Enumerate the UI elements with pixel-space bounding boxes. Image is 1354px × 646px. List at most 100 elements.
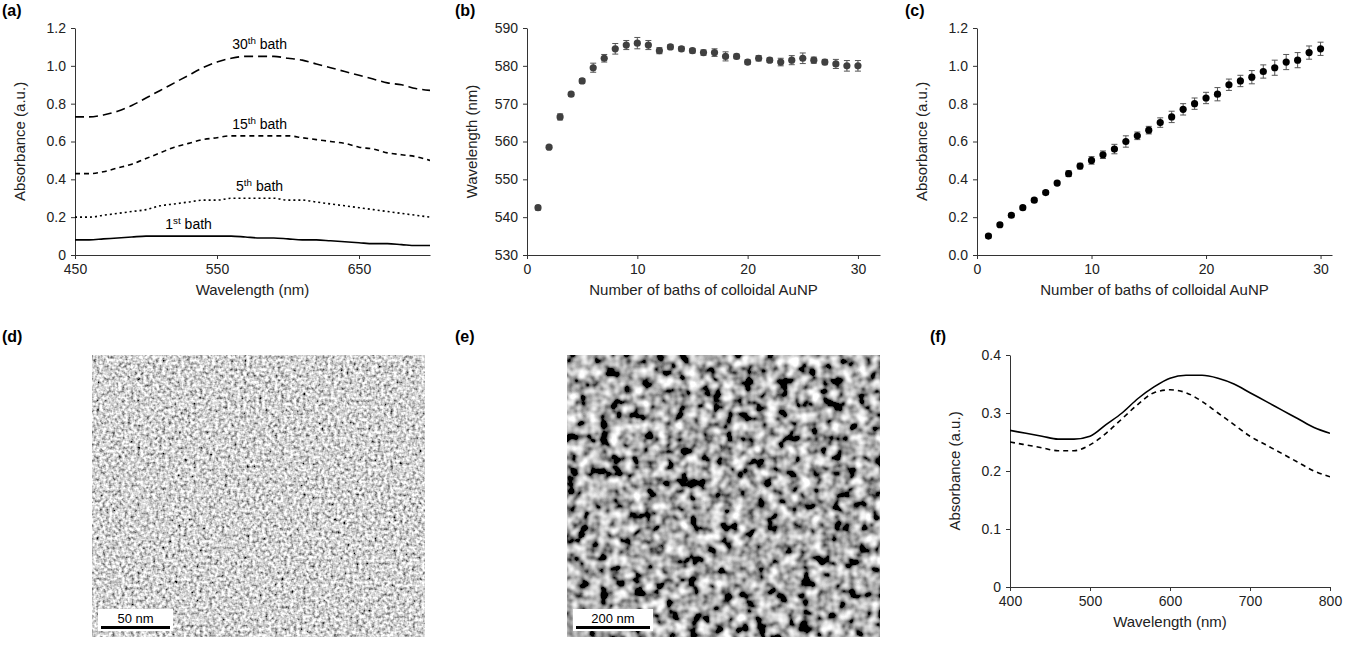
- point: [777, 58, 784, 65]
- scale-bar-label: 200 nm: [591, 611, 634, 626]
- tick: 0: [974, 255, 982, 277]
- error-cap: [723, 60, 729, 61]
- tick-label: 500: [1079, 593, 1103, 609]
- tick-mark: [523, 217, 527, 218]
- tick-label: 400: [999, 593, 1023, 609]
- point: [744, 58, 751, 65]
- error-cap: [634, 48, 640, 49]
- tick-label: 0.3: [982, 405, 1002, 421]
- error-bar: [789, 56, 795, 65]
- error-bar: [1192, 98, 1198, 109]
- error-cap: [1272, 75, 1278, 76]
- tick: 560: [495, 133, 527, 149]
- line: [1010, 375, 1330, 439]
- tick-label: 450: [64, 261, 88, 277]
- error-bar: [778, 58, 784, 66]
- tick: 30: [851, 255, 867, 277]
- tick: 650: [348, 255, 372, 277]
- tick-label: 0.8: [47, 96, 67, 112]
- point: [700, 49, 707, 56]
- error-bar: [833, 59, 839, 68]
- error-bar: [634, 37, 640, 48]
- error-bar: [656, 48, 662, 54]
- tick-mark: [71, 179, 75, 180]
- error-cap: [1111, 153, 1117, 154]
- tick: 0: [58, 247, 75, 263]
- point: [788, 57, 795, 64]
- tick-mark: [71, 28, 75, 29]
- error-cap: [1283, 54, 1289, 55]
- tick-mark: [1321, 255, 1322, 259]
- error-cap: [1318, 42, 1324, 43]
- tick-mark: [1330, 587, 1331, 591]
- error-cap: [1306, 45, 1312, 46]
- error-cap: [1157, 117, 1163, 118]
- point: [1134, 132, 1141, 139]
- tick: 530: [495, 247, 527, 263]
- error-cap: [645, 49, 651, 50]
- point: [1237, 77, 1244, 84]
- tick-label: 0.6: [47, 133, 67, 149]
- tick-label: 0.4: [949, 171, 969, 187]
- tick: 700: [1239, 587, 1263, 609]
- tick: 0.8: [47, 96, 75, 112]
- error-cap: [1192, 109, 1198, 110]
- tick-mark: [973, 179, 977, 180]
- tick-label: 20: [1199, 261, 1215, 277]
- error-cap: [1203, 103, 1209, 104]
- error-cap: [645, 40, 651, 41]
- error-cap: [1249, 70, 1255, 71]
- point: [1054, 180, 1061, 187]
- tick-mark: [977, 255, 978, 259]
- point: [843, 62, 850, 69]
- error-bar: [612, 44, 618, 55]
- error-cap: [1123, 147, 1129, 148]
- error-bar: [1157, 118, 1163, 127]
- tick-mark: [75, 255, 76, 259]
- point: [1214, 91, 1221, 98]
- error-cap: [623, 40, 629, 41]
- tick: 10: [1084, 255, 1100, 277]
- tick-label: 0.0: [949, 247, 969, 263]
- tick-label: 0: [524, 261, 532, 277]
- point: [1271, 64, 1278, 71]
- tick-mark: [973, 104, 977, 105]
- tick: 0.6: [949, 133, 977, 149]
- axis-line: [978, 255, 1333, 256]
- axis-line: [977, 29, 978, 256]
- tick-mark: [523, 28, 527, 29]
- error-cap: [1214, 87, 1220, 88]
- tick-mark: [71, 66, 75, 67]
- error-bar: [756, 56, 762, 61]
- axis-line: [527, 29, 528, 256]
- tick-label: 10: [630, 261, 646, 277]
- tick-label: 1.0: [949, 58, 969, 74]
- tick-mark: [973, 28, 977, 29]
- y-axis-title: Absorbance (a.u.): [913, 82, 930, 201]
- x-axis-title: Number of baths of colloidal AuNP: [589, 281, 817, 298]
- plot-marks: [75, 56, 430, 245]
- tick-label: 0.1: [982, 521, 1002, 537]
- error-cap: [855, 71, 861, 72]
- panel-3: (d)50 nm: [2, 328, 425, 637]
- tick-label: 30: [851, 261, 867, 277]
- error-cap: [855, 60, 861, 61]
- tick-mark: [71, 142, 75, 143]
- tick-mark: [1006, 587, 1010, 588]
- error-bar: [844, 61, 850, 72]
- tick-mark: [523, 255, 527, 256]
- point: [534, 204, 541, 211]
- x-axis: 0102030: [524, 255, 881, 277]
- tick: 0.4: [949, 171, 977, 187]
- error-cap: [612, 54, 618, 55]
- point: [854, 62, 861, 69]
- tick: 1.0: [47, 58, 75, 74]
- tick-label: 700: [1239, 593, 1263, 609]
- point: [656, 47, 663, 54]
- tick-mark: [1006, 529, 1010, 530]
- tick: 580: [495, 58, 527, 74]
- error-cap: [1260, 78, 1266, 79]
- point: [1019, 204, 1026, 211]
- error-cap: [789, 64, 795, 65]
- tick-label: 570: [495, 96, 519, 112]
